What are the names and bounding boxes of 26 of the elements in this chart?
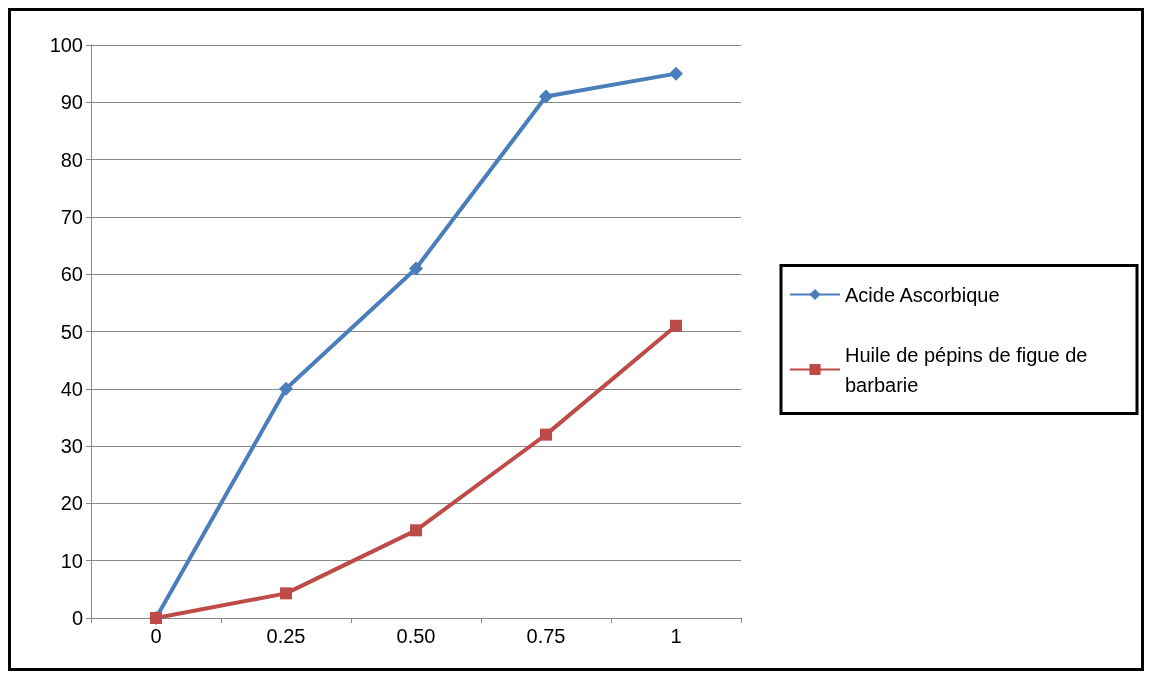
point (279, 381, 293, 396)
x-tick-label: 0.25 (266, 625, 306, 647)
y-tick-label: 60 (60, 263, 83, 286)
y-tick-label: 0 (71, 607, 83, 629)
y-tick-label: 90 (60, 91, 83, 114)
y-tick-label: 50 (60, 320, 83, 343)
x-tick-label: 0.50 (396, 625, 436, 647)
x-tick-label: 0 (150, 625, 162, 647)
y-tick-label: 40 (60, 377, 83, 400)
y-tick-label: 10 (60, 549, 83, 572)
point (670, 319, 682, 332)
y-tick-label: 80 (60, 148, 83, 171)
point (280, 587, 292, 600)
point (669, 66, 683, 81)
legend-label: Huile de pépins de figue de barbarie (845, 343, 1093, 396)
y-tick-label: 20 (60, 492, 83, 515)
legend-label: Acide Ascorbique (845, 283, 1000, 306)
point (540, 428, 552, 441)
x-tick-label: 0.75 (526, 625, 566, 647)
y-tick-label: 70 (60, 205, 83, 228)
y-tick-label: 100 (49, 34, 83, 56)
point (409, 261, 423, 276)
x-tick-label: 1 (670, 625, 682, 647)
point (410, 524, 422, 537)
point (539, 89, 553, 104)
y-tick-label: 30 (60, 435, 83, 458)
